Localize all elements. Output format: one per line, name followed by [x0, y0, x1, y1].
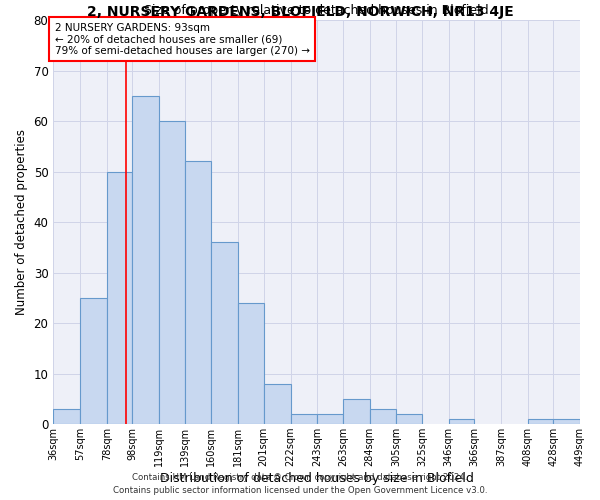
Text: Contains HM Land Registry data © Crown copyright and database right 2024.
Contai: Contains HM Land Registry data © Crown c… — [113, 474, 487, 495]
Bar — [528, 419, 553, 424]
Bar — [290, 414, 317, 424]
Bar — [133, 96, 159, 424]
Bar — [397, 414, 422, 424]
Bar — [343, 399, 370, 424]
Bar — [449, 419, 474, 424]
Bar — [159, 121, 185, 424]
Bar — [264, 384, 290, 424]
Title: Size of property relative to detached houses in Blofield: Size of property relative to detached ho… — [145, 4, 489, 18]
Bar — [211, 242, 238, 424]
Bar — [53, 409, 80, 424]
Text: 2, NURSERY GARDENS, BLOFIELD, NORWICH, NR13 4JE: 2, NURSERY GARDENS, BLOFIELD, NORWICH, N… — [86, 5, 514, 19]
Y-axis label: Number of detached properties: Number of detached properties — [15, 129, 28, 315]
Bar — [370, 409, 397, 424]
Bar — [553, 419, 580, 424]
X-axis label: Distribution of detached houses by size in Blofield: Distribution of detached houses by size … — [160, 472, 473, 485]
Bar — [185, 162, 211, 424]
Bar — [317, 414, 343, 424]
Text: 2 NURSERY GARDENS: 93sqm
← 20% of detached houses are smaller (69)
79% of semi-d: 2 NURSERY GARDENS: 93sqm ← 20% of detach… — [55, 22, 310, 56]
Bar — [238, 303, 264, 424]
Bar — [80, 298, 107, 424]
Bar — [107, 172, 133, 424]
